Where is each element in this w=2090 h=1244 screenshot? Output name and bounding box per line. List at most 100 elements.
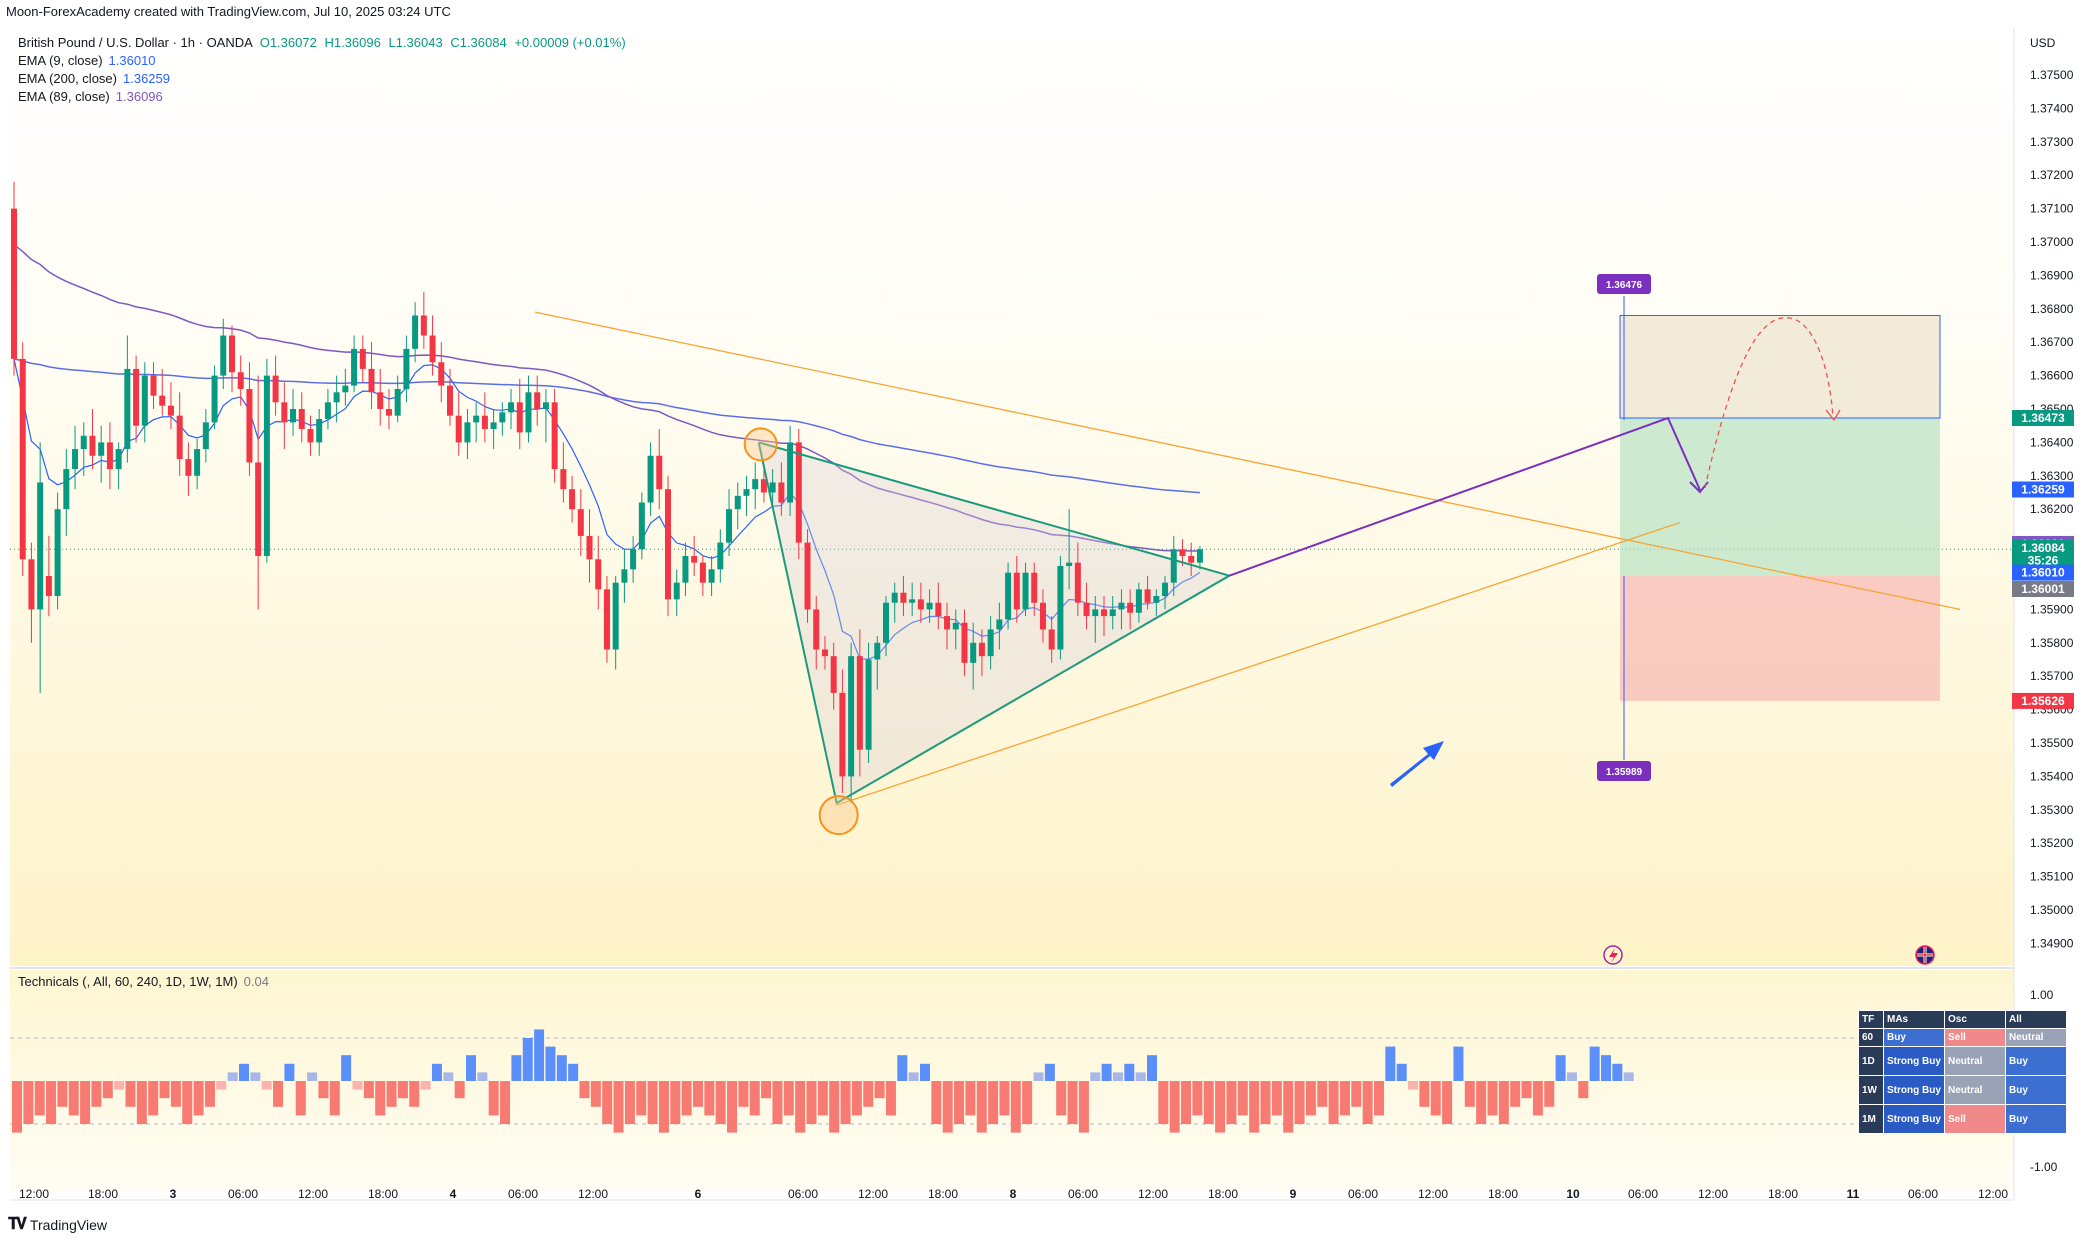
candle-body[interactable] [542,402,549,409]
candle-body[interactable] [237,372,244,389]
candle-body[interactable] [665,489,671,600]
time-axis[interactable]: 12:00 18:00 3 06:00 12:00 18:00 4 06:00 12:00 6 06… [10,1187,2014,1201]
candle-body[interactable] [586,535,593,560]
candle-body[interactable] [246,388,253,463]
candle-body[interactable] [72,449,79,470]
candle-body[interactable] [298,409,305,430]
candle-body[interactable] [106,442,113,470]
candle-body[interactable] [464,422,471,443]
candle-body[interactable] [813,609,820,650]
candle-body[interactable] [647,455,654,503]
candles[interactable] [11,181,1203,804]
candle-body[interactable] [961,622,968,663]
candle-body[interactable] [490,422,497,430]
long-stop-zone[interactable] [1620,575,1940,701]
candle-body[interactable] [821,649,828,657]
candle-body[interactable] [368,368,375,393]
candle-body[interactable] [359,348,366,369]
candle-body[interactable] [935,602,942,617]
candle-body[interactable] [682,555,689,583]
candle-body[interactable] [290,409,297,423]
candle-body[interactable] [499,412,506,423]
legend-ema-200[interactable]: EMA (200, close) 1.36259 [18,70,626,88]
candle-body[interactable] [1057,565,1064,650]
candle-body[interactable] [54,509,61,597]
dashed-curve-arrowhead[interactable] [1825,409,1841,422]
candle-body[interactable] [621,569,628,583]
candle-body[interactable] [1013,572,1020,610]
candle-body[interactable] [211,375,218,423]
candle-body[interactable] [28,559,35,610]
candle-body[interactable] [874,642,881,660]
candle-body[interactable] [481,415,488,430]
candle-body[interactable] [944,616,951,630]
candle-body[interactable] [996,619,1003,630]
projection-dashed-curve[interactable] [1704,317,1834,489]
candle-body[interactable] [1022,572,1029,610]
candle-body[interactable] [1066,562,1073,566]
candle-body[interactable] [603,589,610,650]
candle-body[interactable] [708,569,715,583]
candle-body[interactable] [839,692,846,777]
candle-body[interactable] [917,599,924,610]
candle-body[interactable] [577,509,584,536]
candle-body[interactable] [333,392,340,403]
candle-body[interactable] [1170,549,1177,583]
candle-body[interactable] [263,375,270,556]
legend-ema-9[interactable]: EMA (9, close) 1.36010 [18,52,626,70]
candle-body[interactable] [865,659,872,750]
candle-body[interactable] [385,409,392,416]
technicals-legend[interactable]: Technicals (, All, 60, 240, 1D, 1W, 1M) 0… [18,974,269,989]
candle-body[interactable] [63,469,70,510]
candle-body[interactable] [1127,602,1134,613]
candle-body[interactable] [37,482,44,610]
candle-body[interactable] [1118,602,1125,610]
candle-body[interactable] [98,442,105,456]
candle-body[interactable] [909,599,916,603]
candle-body[interactable] [516,402,523,433]
candle-body[interactable] [1162,582,1169,597]
candle-body[interactable] [133,368,140,426]
candle-body[interactable] [455,415,462,443]
legend-symbol[interactable]: British Pound / U.S. Dollar · 1h · OANDA [18,35,253,50]
candle-body[interactable] [569,489,576,510]
candle-body[interactable] [534,392,541,409]
candle-body[interactable] [412,315,419,349]
candle-body[interactable] [124,368,131,450]
candle-body[interactable] [394,388,401,416]
candle-body[interactable] [473,415,480,423]
candle-body[interactable] [194,449,201,476]
candle-body[interactable] [1179,549,1186,556]
candle-body[interactable] [743,489,750,496]
candle-body[interactable] [176,415,183,460]
candle-body[interactable] [1101,609,1107,617]
candle-body[interactable] [281,402,288,423]
candle-body[interactable] [630,549,637,570]
candle-body[interactable] [656,455,663,490]
candle-body[interactable] [324,402,331,420]
candle-body[interactable] [804,542,811,610]
candle-body[interactable] [1031,572,1038,603]
candle-body[interactable] [551,402,558,470]
candle-body[interactable] [560,469,567,490]
candle-body[interactable] [1048,629,1055,650]
candle-body[interactable] [726,509,733,543]
target-box[interactable] [1619,314,1941,419]
projection-path[interactable] [1229,416,1701,577]
footer-brand[interactable]: 𝐓𝐕 TradingView [8,1216,107,1234]
candle-body[interactable] [316,419,323,443]
ascending-trendline[interactable] [836,521,1681,806]
candle-body[interactable] [420,315,427,336]
candle-body[interactable] [1153,596,1160,603]
candle-body[interactable] [403,348,410,389]
candle-body[interactable] [447,385,453,416]
candle-body[interactable] [1074,562,1081,603]
candle-body[interactable] [891,592,898,603]
triangle-outline[interactable] [757,441,1232,805]
candle-body[interactable] [141,375,148,426]
candle-body[interactable] [1109,609,1116,617]
candle-body[interactable] [769,482,776,493]
descending-trendline[interactable] [534,311,1961,611]
candle-body[interactable] [525,392,532,433]
